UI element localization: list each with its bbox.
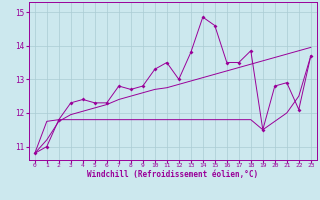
X-axis label: Windchill (Refroidissement éolien,°C): Windchill (Refroidissement éolien,°C) bbox=[87, 170, 258, 179]
